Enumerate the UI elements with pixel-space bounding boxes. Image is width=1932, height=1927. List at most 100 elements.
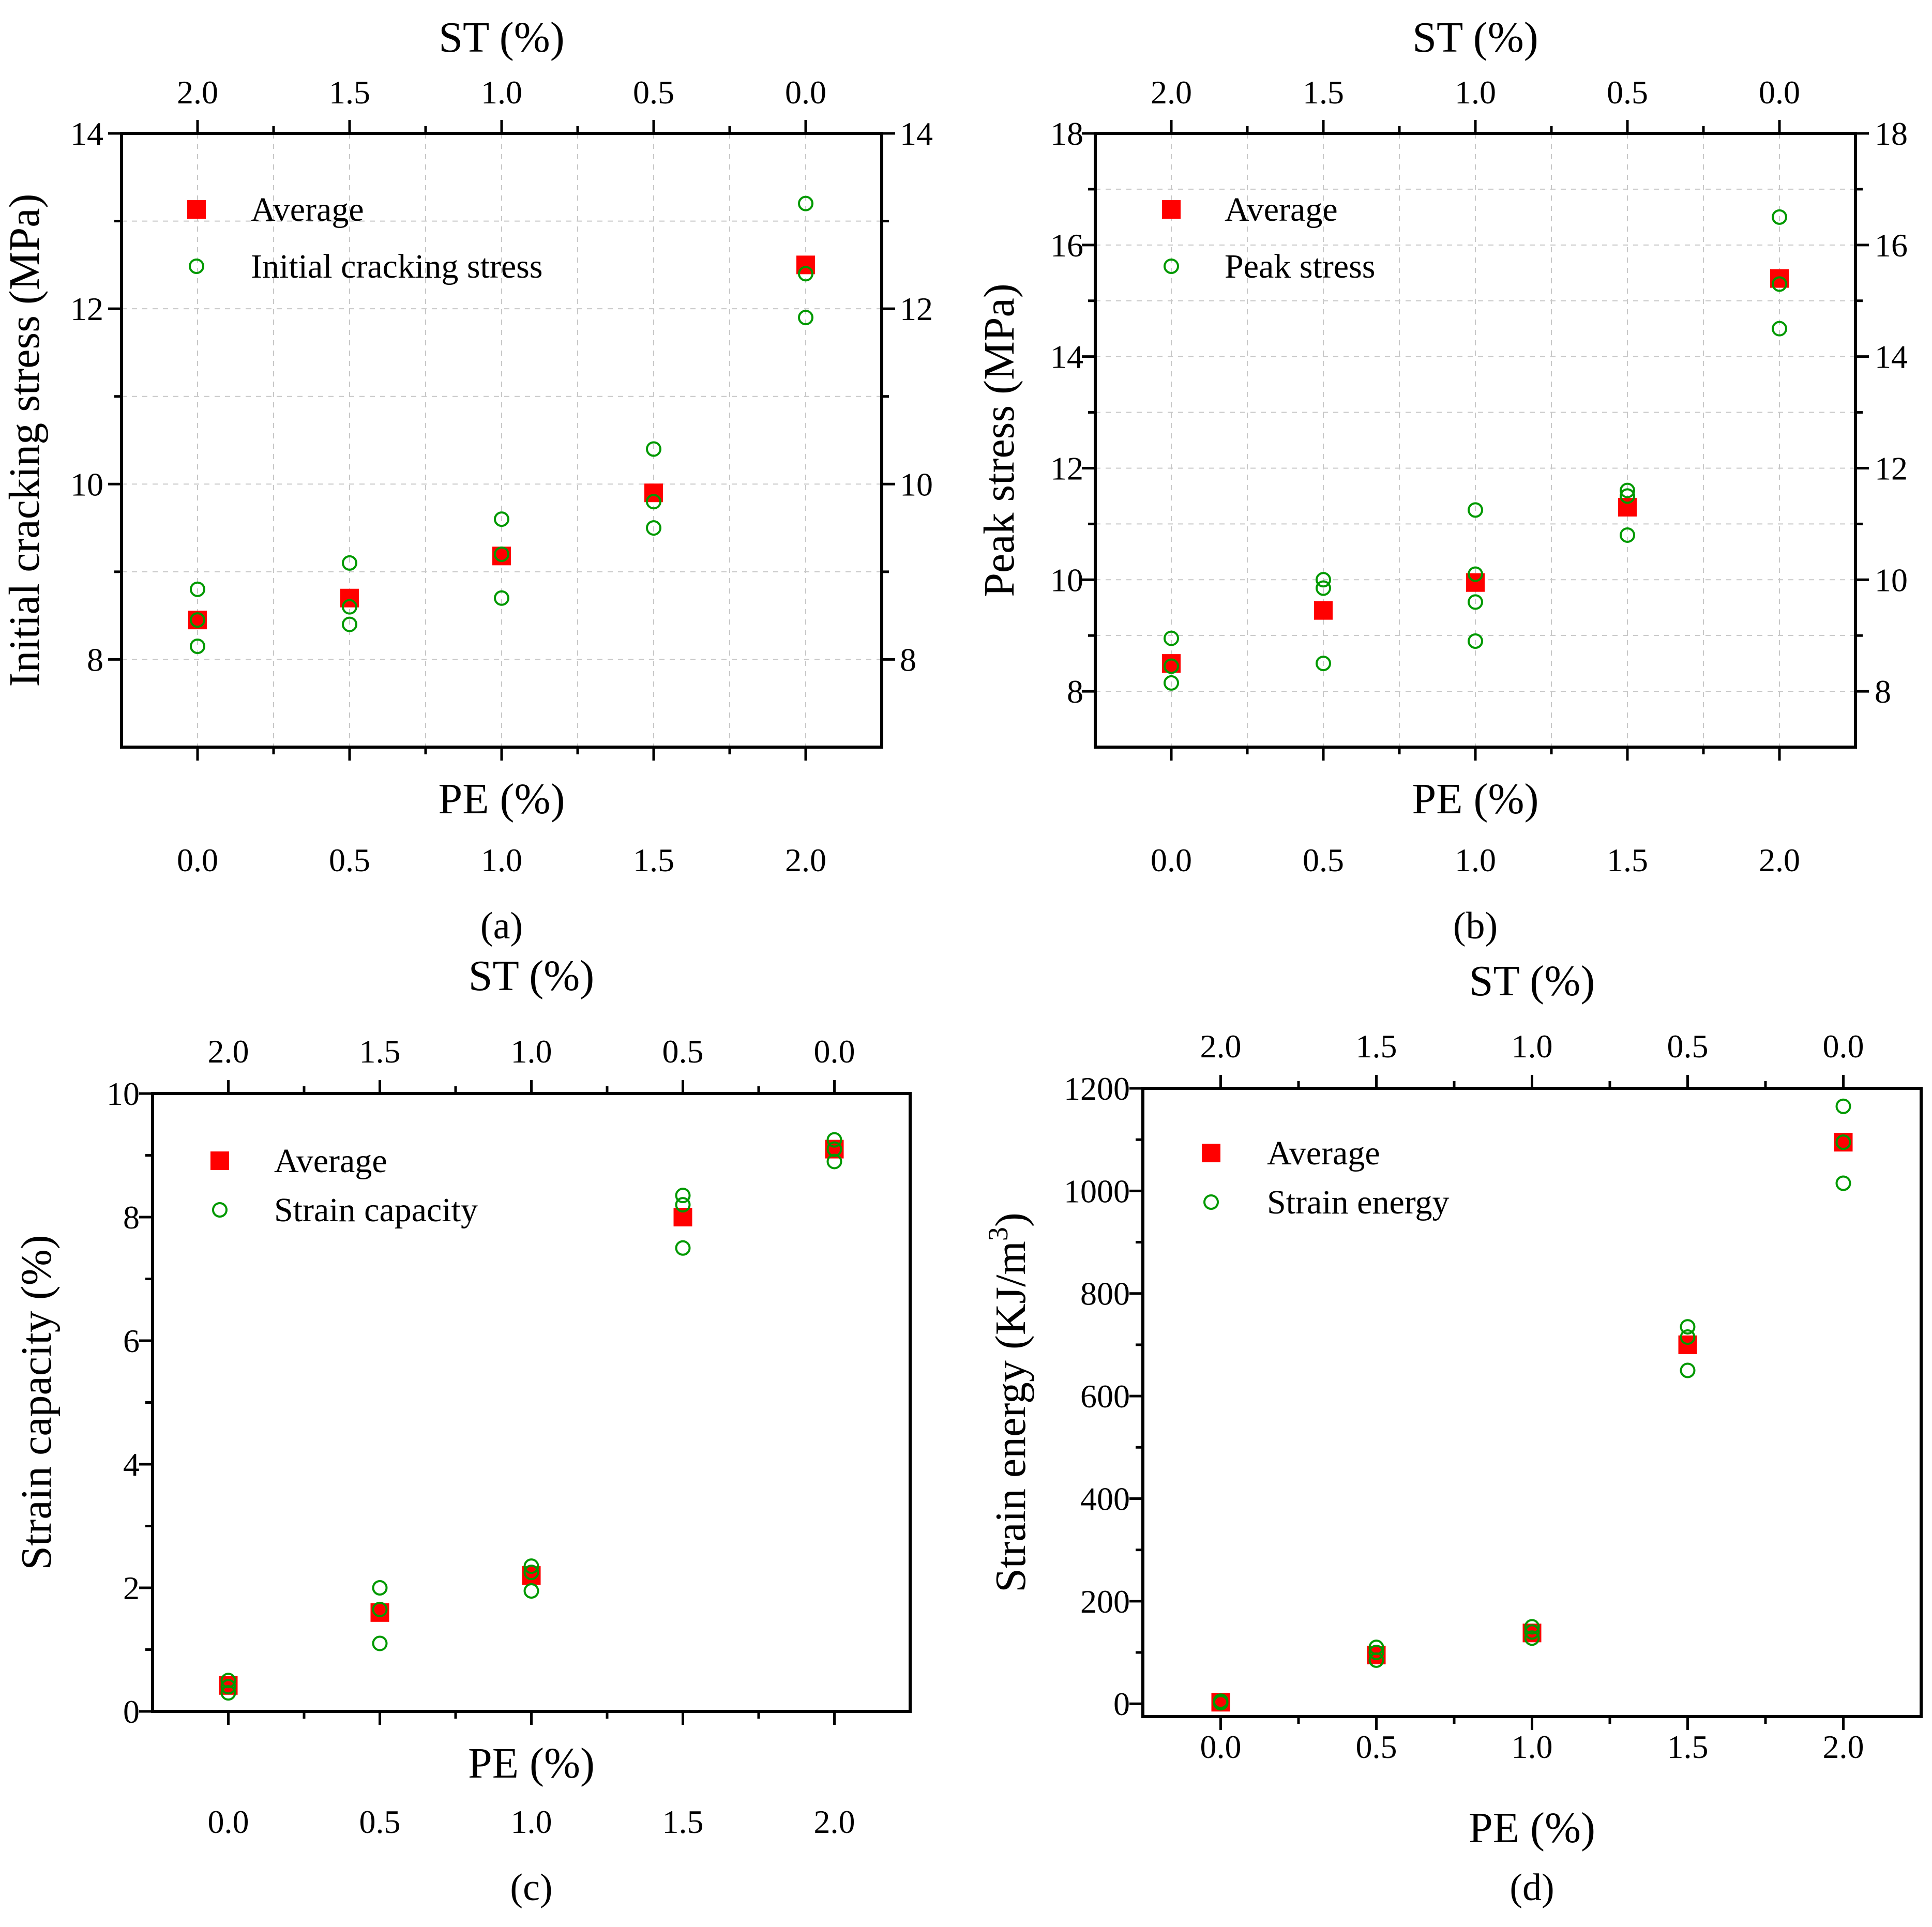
individual-point: [675, 1197, 691, 1213]
y-tick-label: 16: [1050, 227, 1083, 264]
average-point: [1314, 601, 1333, 620]
y-tick-label: 10: [107, 1075, 140, 1112]
y2-tick-label: 10: [900, 466, 933, 503]
x-tick-label: 0.5: [1356, 1728, 1397, 1765]
legend-individual-marker: [189, 259, 204, 274]
individual-point: [494, 511, 509, 527]
y-tick-label: 8: [1067, 673, 1083, 710]
legend-average-label: Average: [1225, 191, 1338, 229]
individual-point: [220, 1673, 236, 1689]
legend-individual-label: Peak stress: [1225, 248, 1375, 285]
individual-point: [646, 520, 661, 536]
x2-tick-label: 1.5: [1356, 1028, 1397, 1065]
x2-tick-label: 2.0: [208, 1033, 249, 1070]
x-tick-label: 2.0: [814, 1803, 855, 1840]
individual-point: [1620, 527, 1635, 543]
individual-point: [1316, 572, 1331, 588]
legend: Average Strain capacity: [210, 1142, 478, 1229]
y-axis-title: Initial cracking stress (MPa): [1, 193, 49, 687]
x-tick-label: 0.5: [359, 1803, 401, 1840]
y-tick-label: 8: [87, 641, 103, 678]
individual-point: [1468, 594, 1483, 610]
legend-average-marker: [210, 1151, 229, 1170]
y2-tick-label: 12: [1875, 450, 1908, 487]
y-tick-label: 6: [123, 1323, 140, 1359]
x2-tick-label: 0.5: [633, 74, 674, 111]
x-tick-label: 1.0: [1455, 842, 1496, 878]
individual-point: [798, 195, 813, 211]
y2-tick-label: 14: [1875, 339, 1908, 375]
chart-panel-c: 0.0 2.0 0.5 1.5 1.0 1.0 1.5 0.5 2.0 0.0 0 2 4 6 8 10 PE …: [12, 952, 912, 1909]
x2-tick-label: 0.0: [814, 1033, 855, 1070]
individual-point: [1368, 1652, 1384, 1668]
individual-point: [1316, 580, 1331, 596]
x2-tick-label: 1.0: [511, 1033, 552, 1070]
x-tick-label: 1.5: [633, 842, 674, 878]
x-axis-title: PE (%): [468, 1739, 595, 1787]
individual-point: [1468, 566, 1483, 582]
individual-point: [342, 555, 357, 571]
legend-individual-label: Initial cracking stress: [251, 248, 542, 285]
x-tick-label: 0.0: [1200, 1728, 1242, 1765]
x2-tick-label: 1.0: [481, 74, 522, 111]
individual-point: [494, 590, 509, 606]
individual-point: [1524, 1619, 1540, 1635]
y-tick-label: 14: [1050, 339, 1083, 375]
x2-tick-label: 2.0: [177, 74, 218, 111]
individual-point: [220, 1679, 236, 1695]
individual-point: [675, 1240, 691, 1256]
individual-point: [1620, 482, 1635, 498]
individual-point: [1524, 1630, 1540, 1646]
individual-point: [372, 1580, 388, 1596]
y-axis-title-main: Initial cracking stress (MPa): [1, 193, 49, 687]
x-tick-label: 1.0: [481, 842, 522, 878]
y-tick-label: 400: [1080, 1480, 1130, 1517]
individual-point: [1772, 276, 1787, 292]
y-axis-title-main: Strain capacity (%): [12, 1235, 61, 1570]
individual-point: [1164, 675, 1179, 691]
panel-caption: (b): [1453, 905, 1498, 947]
x-tick-label: 0.5: [329, 842, 370, 878]
y-axis-title: Strain capacity (%): [12, 1235, 61, 1570]
y-tick-label: 14: [70, 115, 103, 152]
individual-point: [494, 546, 509, 562]
individual-point: [190, 581, 205, 597]
individual-point: [798, 266, 813, 282]
individual-point: [675, 1188, 691, 1204]
individual-point: [1164, 658, 1179, 674]
individual-point: [1468, 633, 1483, 649]
legend-individual-marker: [1203, 1194, 1219, 1210]
individual-point: [1835, 1175, 1851, 1191]
x2-tick-label: 1.5: [329, 74, 370, 111]
individual-point: [523, 1583, 539, 1599]
individual-point: [826, 1154, 842, 1170]
y-tick-label: 0: [1113, 1686, 1130, 1722]
y-tick-label: 800: [1080, 1276, 1130, 1312]
y-axis-title: Peak stress (MPa): [975, 283, 1023, 597]
individual-point: [220, 1685, 236, 1701]
chart-panel-d: 0.0 2.0 0.5 1.5 1.0 1.0 1.5 0.5 2.0 0.0 0 200 400 600…: [983, 957, 1923, 1909]
y-tick-label: 10: [70, 466, 103, 503]
y-tick-label: 1000: [1064, 1173, 1130, 1209]
x2-axis-title: ST (%): [1412, 13, 1538, 62]
x2-tick-label: 0.0: [1823, 1028, 1864, 1065]
gridlines: [1095, 133, 1855, 747]
individual-point: [1164, 630, 1179, 646]
legend-individual-marker: [1164, 259, 1179, 274]
legend-individual-label: Strain capacity: [274, 1191, 478, 1229]
individual-point: [1772, 321, 1787, 337]
gridlines: [122, 133, 882, 747]
individual-point: [826, 1132, 842, 1148]
y-axis-title-end: ): [987, 1212, 1035, 1227]
legend-average-label: Average: [251, 191, 364, 229]
x2-axis-title: ST (%): [469, 952, 594, 1000]
y2-tick-label: 12: [900, 291, 933, 327]
legend-average-label: Average: [1267, 1134, 1380, 1172]
x-axis-title: PE (%): [1469, 1804, 1595, 1852]
x-tick-label: 1.5: [1607, 842, 1648, 878]
legend: Average Peak stress: [1162, 191, 1375, 285]
legend-individual-marker: [212, 1202, 228, 1218]
individual-point: [523, 1565, 539, 1581]
legend-average-marker: [1202, 1144, 1220, 1162]
y-tick-label: 0: [123, 1693, 140, 1730]
